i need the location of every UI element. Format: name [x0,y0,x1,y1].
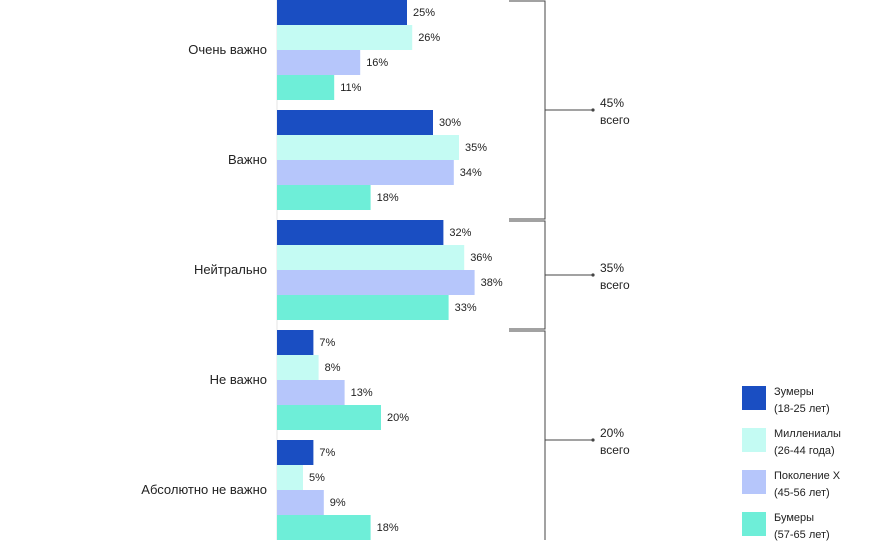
category-labels: Очень важно Важно Нейтрально Не важно Абсолю… [141,42,267,497]
bar [277,185,371,210]
bar [277,380,345,405]
bracket-dot [591,273,595,277]
data-label: 16% [366,57,388,69]
legend-series-name: Поколение X [774,470,841,482]
data-label: 5% [309,472,325,484]
legend-series-name: Зумеры [774,386,814,398]
legend-text: Поколение X (45-56 лет) [774,468,840,502]
data-label: 33% [455,302,477,314]
group-bracket [509,0,592,220]
bar [277,405,381,430]
group-value: 45% [600,96,624,110]
bar [277,355,319,380]
legend-series-age: (26-44 года) [774,445,835,457]
data-label: 18% [377,522,399,534]
bracket-dot [591,438,595,442]
bar [277,245,465,270]
category-label: Очень важно [188,42,267,57]
bar [277,515,371,540]
data-label: 7% [319,337,335,349]
chart: 25% 26% 16% 11% 30% 35% 34% 18% 32% 36% 38% 33% 7% 8%… [141,0,630,540]
legend-item: Поколение X (45-56 лет) [742,468,862,508]
data-label: 36% [470,252,492,264]
bar [277,295,449,320]
bar [277,160,454,185]
bar [277,220,444,245]
data-label: 20% [387,412,409,424]
data-label: 9% [330,497,346,509]
data-label: 25% [413,7,435,19]
legend-item: Зумеры (18-25 лет) [742,384,862,424]
legend-text: Зумеры (18-25 лет) [774,384,830,418]
legend-swatch [742,470,766,494]
category-label: Абсолютно не важно [141,482,267,497]
legend-series-age: (18-25 лет) [774,403,830,415]
bracket-dot [591,108,595,112]
group-bracket [509,330,592,540]
bars: 25% 26% 16% 11% 30% 35% 34% 18% 32% 36% 38% 33% 7% 8%… [277,0,503,540]
data-label: 13% [351,387,373,399]
data-label: 38% [481,277,503,289]
data-label: 34% [460,167,482,179]
data-label: 8% [325,362,341,374]
bar [277,110,433,135]
data-label: 35% [465,142,487,154]
group-brackets: 45% всего 35% всего 20% всего [509,0,630,540]
bar [277,440,314,465]
bar [277,330,314,355]
legend: Зумеры (18-25 лет) Миллениалы (26-44 года) П… [742,384,862,552]
bar [277,465,303,490]
data-label: 11% [340,82,361,94]
bar [277,75,335,100]
legend-item: Бумеры (57-65 лет) [742,510,862,550]
legend-swatch [742,428,766,452]
bar [277,490,324,515]
group-value: 35% [600,261,624,275]
data-label: 26% [418,32,440,44]
legend-series-age: (45-56 лет) [774,487,830,499]
bar [277,50,361,75]
category-label: Важно [228,152,267,167]
legend-text: Миллениалы (26-44 года) [774,426,841,460]
category-label: Не важно [210,372,267,387]
bar [277,135,459,160]
legend-swatch [742,386,766,410]
group-label: всего [600,113,630,127]
bar [277,270,475,295]
data-label: 18% [377,192,399,204]
group-label: всего [600,443,630,457]
group-value: 20% [600,426,624,440]
group-label: всего [600,278,630,292]
category-label: Нейтрально [194,262,267,277]
legend-text: Бумеры (57-65 лет) [774,510,830,544]
legend-item: Миллениалы (26-44 года) [742,426,862,466]
data-label: 32% [449,227,471,239]
group-bracket [509,220,592,330]
data-label: 7% [319,447,335,459]
bar [277,0,407,25]
bar [277,25,413,50]
legend-series-age: (57-65 лет) [774,529,830,541]
legend-series-name: Миллениалы [774,428,841,440]
data-label: 30% [439,117,461,129]
legend-series-name: Бумеры [774,512,815,524]
legend-swatch [742,512,766,536]
